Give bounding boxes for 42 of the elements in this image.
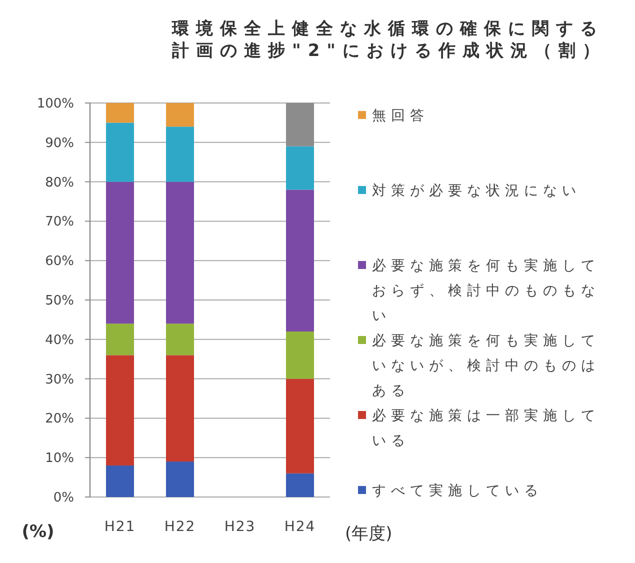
bar [286, 473, 314, 497]
x-tick-label: H24 [284, 519, 316, 535]
y-tick-label: 0% [53, 490, 74, 506]
bar [106, 465, 134, 497]
y-tick-label: 60% [45, 254, 74, 270]
y-tick-label: 10% [45, 451, 74, 466]
legend-label: 対策が必要な状況にない [372, 183, 581, 199]
y-tick-label: 100% [36, 96, 74, 112]
bar [286, 146, 314, 190]
bar [286, 332, 314, 379]
x-tick-label: H23 [224, 519, 256, 535]
y-tick-label: 20% [45, 412, 74, 427]
y-tick-label: 90% [45, 136, 74, 151]
x-tick-label: H21 [104, 519, 136, 535]
bar [166, 182, 194, 324]
y-tick-label: 30% [45, 372, 74, 388]
bar [106, 122, 134, 182]
legend-label: 必要な施策を何も実施していないが、検討中のものはある [372, 333, 600, 399]
bar [286, 103, 314, 146]
x-axis-title: (年度) [345, 524, 392, 544]
y-tick-label: 80% [45, 175, 74, 190]
legend-label: 必要な施策は一部実施している [372, 408, 600, 449]
bar [106, 182, 134, 324]
bar [166, 355, 194, 462]
bar [166, 462, 194, 497]
y-tick-label: 50% [45, 294, 74, 308]
legend-label: すべて実施している [372, 483, 543, 499]
y-tick-label: 40% [45, 332, 74, 348]
bar [106, 324, 134, 356]
x-tick-label: H22 [164, 519, 196, 535]
bar [166, 126, 194, 182]
bar [166, 324, 194, 356]
y-axis-title: (%) [22, 522, 54, 542]
bar [166, 103, 194, 127]
y-tick-label: 70% [45, 214, 74, 230]
bar [106, 355, 134, 466]
legend-label: 必要な施策を何も実施しておらず、検討中のものもない [372, 258, 600, 324]
bar [286, 378, 314, 474]
text: 環境保全上健全な水循環の確保に関する計画の進捗"2"における作成状況（割） [171, 19, 607, 61]
legend-label: 無回答 [372, 108, 429, 124]
bar [106, 103, 134, 123]
bar [286, 190, 314, 332]
